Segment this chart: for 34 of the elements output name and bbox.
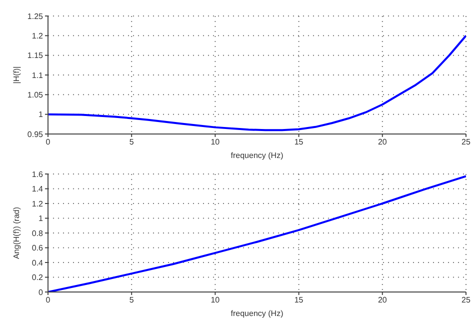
y-tick-label: 0.95 (27, 130, 44, 139)
y-tick-label: 0.8 (32, 228, 44, 238)
y-tick-label: 1 (38, 214, 44, 224)
y-tick-label: 1.25 (27, 12, 44, 21)
y-tick-label: 1.2 (32, 199, 44, 208)
y-tick-label: 1.15 (27, 51, 44, 60)
x-axis-title: frequency (Hz) (230, 151, 284, 160)
x-tick-label: 0 (46, 138, 51, 147)
x-tick-label: 10 (210, 296, 220, 305)
y-tick-label: 0 (38, 288, 44, 297)
x-tick-label: 15 (294, 296, 304, 305)
y-tick-label: 1.2 (32, 32, 44, 41)
y-tick-label: 1 (38, 110, 44, 120)
x-tick-label: 20 (378, 138, 388, 147)
y-tick-label: 0.2 (32, 273, 44, 282)
y-tick-label: 1.05 (27, 90, 44, 100)
x-tick-label: 5 (129, 296, 134, 305)
x-tick-label: 10 (210, 138, 220, 147)
x-tick-label: 15 (294, 138, 304, 147)
y-axis-title: Ang(H(f)) (rad) (12, 206, 21, 260)
x-tick-label: 0 (46, 296, 51, 305)
x-tick-label: 5 (129, 138, 134, 147)
x-tick-label: 20 (378, 296, 388, 305)
y-tick-label: 1.1 (32, 70, 44, 80)
line-series (48, 175, 466, 292)
y-tick-label: 0.6 (32, 244, 44, 253)
y-tick-label: 1.6 (32, 170, 44, 179)
y-tick-label: 1.4 (32, 184, 44, 194)
y-axis-title: |H(f)| (12, 66, 21, 84)
x-tick-label: 25 (462, 296, 471, 305)
x-axis-title: frequency (Hz) (230, 309, 284, 318)
y-tick-label: 0.4 (32, 258, 44, 268)
x-tick-label: 25 (462, 138, 471, 147)
line-series (48, 34, 466, 132)
